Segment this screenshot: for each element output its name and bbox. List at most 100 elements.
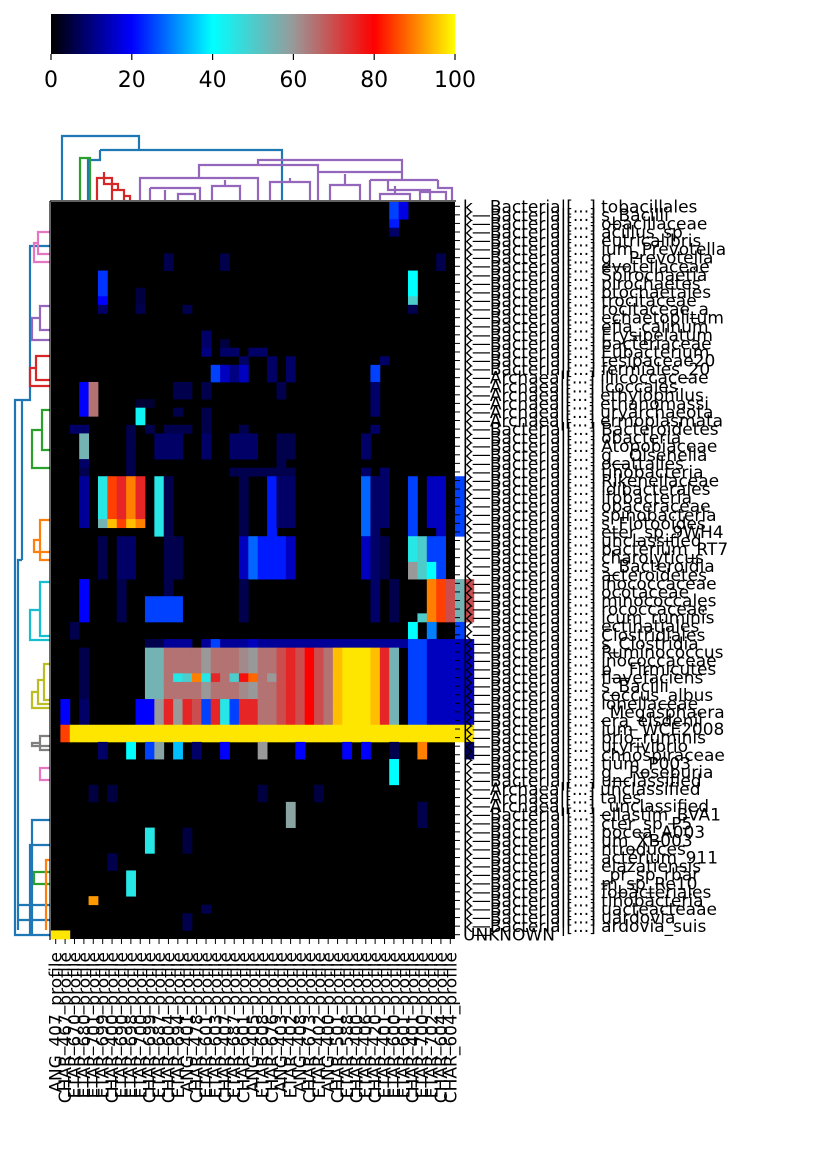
heatmap-cell (380, 665, 390, 674)
heatmap-cell (98, 750, 108, 759)
heatmap-cell (361, 511, 371, 520)
heatmap-cell (192, 733, 202, 742)
heatmap-cell (342, 750, 352, 759)
heatmap-cell (230, 716, 240, 725)
heatmap-cell (173, 716, 183, 725)
heatmap-cell (370, 476, 380, 485)
heatmap-cell (295, 665, 305, 674)
heatmap-cell (408, 493, 418, 502)
heatmap-cell (427, 476, 437, 485)
heatmap-cell (201, 451, 211, 460)
heatmap-cell (276, 648, 286, 657)
heatmap-cell (211, 733, 221, 742)
heatmap-cell (117, 553, 127, 562)
heatmap-cell (136, 716, 146, 725)
heatmap-cell (220, 373, 230, 382)
heatmap-cell (389, 228, 399, 237)
heatmap-cell (183, 845, 193, 854)
heatmap-cell (361, 716, 371, 725)
heatmap-cell (164, 690, 174, 699)
heatmap-cell (145, 639, 155, 648)
heatmap-cell (436, 690, 446, 699)
row-dendro-olive (32, 664, 50, 708)
heatmap-cell (436, 571, 446, 580)
heatmap-cell (79, 391, 89, 400)
heatmap-cell (201, 339, 211, 348)
heatmap-cell (136, 399, 146, 408)
heatmap-cell (389, 665, 399, 674)
heatmap-cell (361, 476, 371, 485)
heatmap-cell (417, 571, 427, 580)
heatmap-cell (79, 511, 89, 520)
heatmap-cell (267, 648, 277, 657)
heatmap-cell (267, 485, 277, 494)
heatmap-cell (408, 519, 418, 528)
heatmap-cell (117, 571, 127, 580)
heatmap-cell (380, 716, 390, 725)
heatmap-cell (436, 485, 446, 494)
column-label: CHAR_604_profile (441, 952, 461, 1103)
heatmap-cell (79, 382, 89, 391)
heatmap-cell (323, 690, 333, 699)
heatmap-cell (305, 648, 315, 657)
heatmap-cell (164, 528, 174, 537)
heatmap-cell (164, 425, 174, 434)
heatmap-cell (201, 725, 211, 734)
heatmap-cell (239, 708, 249, 717)
heatmap-cell (370, 391, 380, 400)
heatmap-cell (417, 553, 427, 562)
heatmap-cell (408, 630, 418, 639)
heatmap-cell (436, 708, 446, 717)
heatmap-cell (399, 733, 409, 742)
heatmap-cell (164, 588, 174, 597)
heatmap-cell (370, 708, 380, 717)
heatmap-cell (417, 562, 427, 571)
heatmap-cell (352, 648, 362, 657)
heatmap-cell (239, 365, 249, 374)
heatmap-cell (154, 682, 164, 691)
heatmap-cell (248, 673, 258, 682)
heatmap-cell (239, 613, 249, 622)
heatmap-cell (323, 733, 333, 742)
heatmap-cell (286, 442, 296, 451)
heatmap-cell (211, 648, 221, 657)
heatmap-cell (220, 339, 230, 348)
heatmap-cell (220, 682, 230, 691)
heatmap-cell (436, 716, 446, 725)
heatmap-cell (258, 733, 268, 742)
heatmap-cell (70, 733, 80, 742)
heatmap-cell (361, 485, 371, 494)
heatmap-cell (79, 733, 89, 742)
heatmap-cell (183, 725, 193, 734)
heatmap-cell (295, 656, 305, 665)
heatmap-cell (173, 725, 183, 734)
heatmap-cell (408, 562, 418, 571)
heatmap-cell (98, 519, 108, 528)
heatmap-cell (417, 699, 427, 708)
heatmap-cell (436, 596, 446, 605)
heatmap-cell (436, 725, 446, 734)
heatmap-cell (436, 639, 446, 648)
heatmap-cell (126, 888, 136, 897)
heatmap-cell (408, 639, 418, 648)
heatmap-cell (276, 708, 286, 717)
heatmap-cell (427, 502, 437, 511)
colorbar: 0 20 40 60 80 100 (44, 14, 476, 93)
heatmap-cell (446, 673, 456, 682)
heatmap-cell (427, 553, 437, 562)
heatmap-cell (164, 493, 174, 502)
heatmap-cell (183, 922, 193, 931)
heatmap-cell (239, 690, 249, 699)
heatmap-cell (370, 665, 380, 674)
heatmap-cell (230, 699, 240, 708)
heatmap-cell (417, 725, 427, 734)
heatmap-cell (239, 665, 249, 674)
heatmap-cell (370, 536, 380, 545)
heatmap-cell (314, 785, 324, 794)
heatmap-cell (239, 656, 249, 665)
heatmap-cell (98, 571, 108, 580)
heatmap-cell (361, 690, 371, 699)
heatmap-cell (370, 382, 380, 391)
heatmap-cell (70, 630, 80, 639)
